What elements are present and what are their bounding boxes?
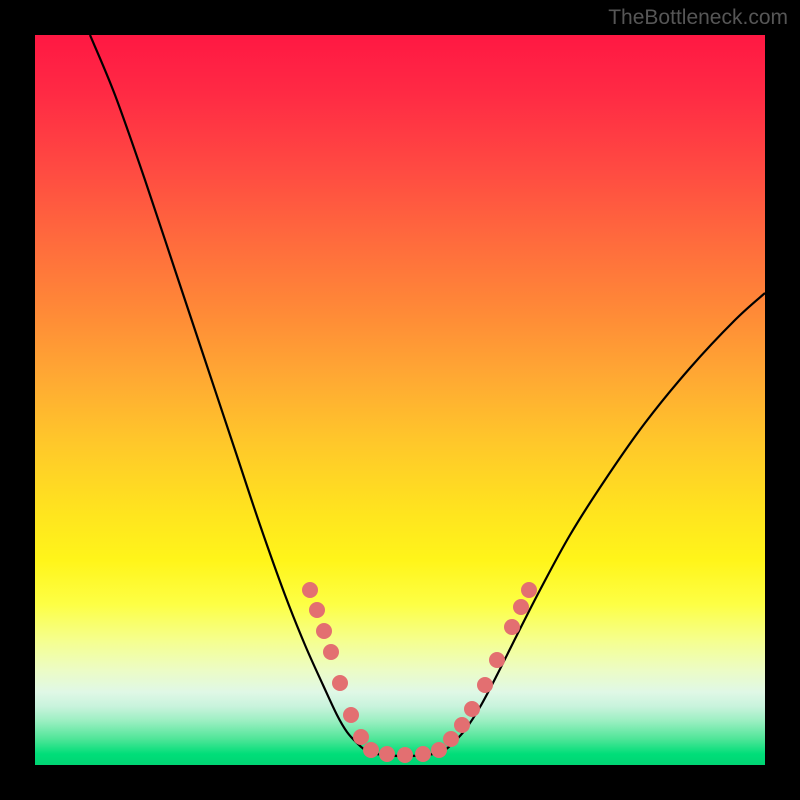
curve-marker — [415, 746, 431, 762]
curve-marker — [316, 623, 332, 639]
curve-marker — [302, 582, 318, 598]
watermark-text: TheBottleneck.com — [608, 6, 788, 30]
curve-marker — [477, 677, 493, 693]
curve-marker — [332, 675, 348, 691]
curve-markers — [302, 582, 537, 763]
curve-marker — [454, 717, 470, 733]
curve-marker — [464, 701, 480, 717]
bottleneck-curve — [90, 35, 765, 756]
curve-marker — [489, 652, 505, 668]
bottleneck-chart — [35, 35, 765, 765]
curve-marker — [504, 619, 520, 635]
chart-svg — [35, 35, 765, 765]
curve-marker — [353, 729, 369, 745]
curve-marker — [431, 742, 447, 758]
curve-marker — [323, 644, 339, 660]
curve-marker — [343, 707, 359, 723]
curve-marker — [309, 602, 325, 618]
curve-marker — [363, 742, 379, 758]
curve-marker — [513, 599, 529, 615]
curve-marker — [397, 747, 413, 763]
curve-marker — [443, 731, 459, 747]
curve-marker — [521, 582, 537, 598]
curve-marker — [379, 746, 395, 762]
